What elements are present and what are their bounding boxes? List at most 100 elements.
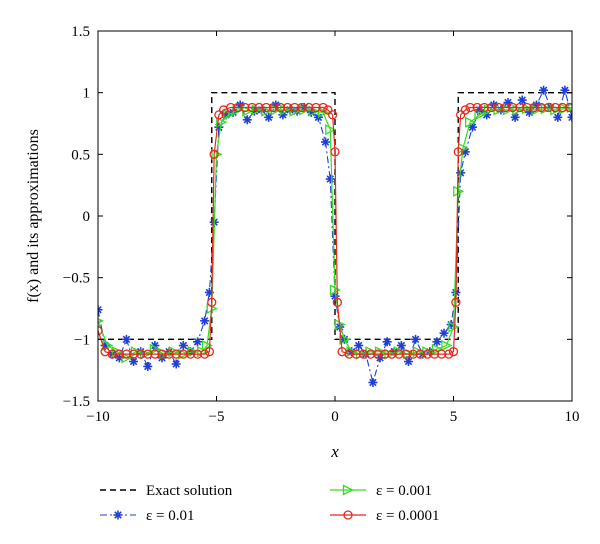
data-point-circle — [136, 349, 146, 359]
data-point-circle — [415, 349, 425, 359]
data-point-circle — [164, 349, 174, 359]
legend-label: ε = 0.0001 — [376, 508, 440, 524]
data-point-circle — [318, 102, 328, 113]
series-3 — [98, 102, 572, 359]
data-point-circle — [479, 102, 489, 113]
data-point-circle — [543, 102, 553, 113]
data-point-triangle — [339, 333, 351, 345]
data-point-circle — [157, 349, 167, 359]
data-point-circle — [178, 349, 188, 359]
y-tick-label: −1.5 — [63, 394, 90, 410]
data-point-star — [193, 337, 203, 347]
data-point-circle — [343, 510, 353, 520]
data-point-star — [200, 316, 210, 326]
data-point-star — [143, 361, 153, 371]
data-point-circle — [465, 102, 475, 113]
data-point-circle — [453, 147, 463, 157]
data-point-circle — [422, 349, 433, 359]
ticks-layer: −10 −5 0 5 10 1.5 1 0.5 0 −0.5 −1 −1.5 — [63, 24, 580, 425]
data-point-circle — [444, 349, 454, 359]
data-point-circle — [282, 102, 293, 113]
data-point-circle — [429, 349, 440, 359]
data-point-triangle — [317, 106, 330, 118]
data-point-circle — [451, 297, 461, 307]
data-point-triangle — [211, 148, 223, 160]
x-axis-label: x — [330, 442, 339, 461]
data-point-circle — [185, 349, 196, 359]
data-point-triangle — [441, 339, 453, 352]
data-point-star — [368, 378, 378, 387]
legend-label: Exact solution — [146, 483, 233, 499]
data-point-circle — [515, 102, 525, 113]
data-point-star — [325, 174, 335, 184]
data-point-star — [121, 334, 131, 344]
data-point-circle — [330, 147, 340, 157]
data-point-circle — [209, 149, 219, 159]
y-tick-label: −0.5 — [63, 271, 90, 287]
data-point-star — [382, 337, 392, 347]
legend-item: ε = 0.001 — [330, 483, 432, 499]
data-point-triangle — [448, 321, 460, 333]
data-point-circle — [192, 349, 203, 359]
data-point-circle — [351, 349, 361, 359]
data-point-circle — [358, 349, 369, 359]
data-point-circle — [304, 102, 314, 113]
data-point-circle — [207, 297, 217, 307]
data-point-circle — [455, 110, 466, 120]
data-point-circle — [199, 349, 210, 359]
data-point-circle — [529, 102, 539, 113]
data-point-triangle — [149, 343, 161, 355]
data-point-star — [439, 328, 449, 338]
y-axis-label: f(x) and its approximations — [25, 129, 42, 303]
legend: Exact solution ε = 0.01 ε = 0.001 ε = 0.000… — [100, 483, 440, 524]
data-point-circle — [408, 349, 418, 359]
data-point-circle — [233, 102, 243, 113]
data-point-circle — [436, 349, 447, 359]
data-point-triangle — [464, 116, 477, 128]
data-point-circle — [247, 102, 257, 113]
data-point-star — [432, 337, 442, 347]
data-point-circle — [394, 349, 404, 359]
y-tick-label: 0 — [83, 209, 91, 225]
data-point-circle — [448, 347, 459, 357]
legend-item: Exact solution — [100, 483, 233, 499]
data-point-circle — [107, 349, 117, 359]
data-point-circle — [254, 102, 264, 113]
x-tick-label: −5 — [209, 409, 225, 425]
data-point-star — [539, 85, 549, 95]
data-point-circle — [486, 102, 497, 113]
data-point-triangle — [474, 109, 486, 121]
data-point-star — [178, 341, 188, 350]
y-tick-label: 1 — [83, 86, 91, 102]
x-tick-label: 5 — [450, 409, 458, 425]
y-tick-label: 1.5 — [71, 24, 90, 40]
data-point-star — [403, 357, 413, 367]
data-point-circle — [327, 110, 338, 120]
data-point-circle — [240, 102, 250, 113]
data-point-circle — [508, 102, 518, 113]
x-tick-label: −10 — [86, 409, 109, 425]
data-point-circle — [214, 110, 224, 120]
data-point-star — [553, 112, 563, 122]
data-point-circle — [493, 102, 504, 113]
data-point-circle — [275, 102, 286, 113]
data-point-circle — [171, 349, 181, 359]
data-point-circle — [311, 102, 321, 113]
y-tick-label: −1 — [74, 332, 90, 348]
data-point-circle — [401, 349, 411, 359]
data-point-star — [411, 334, 421, 344]
data-point-star — [171, 359, 181, 369]
series-layer — [98, 85, 572, 387]
data-point-circle — [121, 349, 132, 359]
data-point-circle — [268, 102, 279, 113]
legend-item: ε = 0.01 — [100, 508, 195, 524]
data-point-star — [113, 510, 123, 520]
data-point-circle — [472, 102, 482, 113]
data-point-circle — [387, 349, 397, 359]
x-tick-label: 0 — [331, 409, 339, 425]
data-point-circle — [344, 349, 354, 359]
legend-item: ε = 0.0001 — [330, 508, 440, 524]
data-point-circle — [143, 349, 153, 359]
data-point-circle — [323, 105, 333, 115]
